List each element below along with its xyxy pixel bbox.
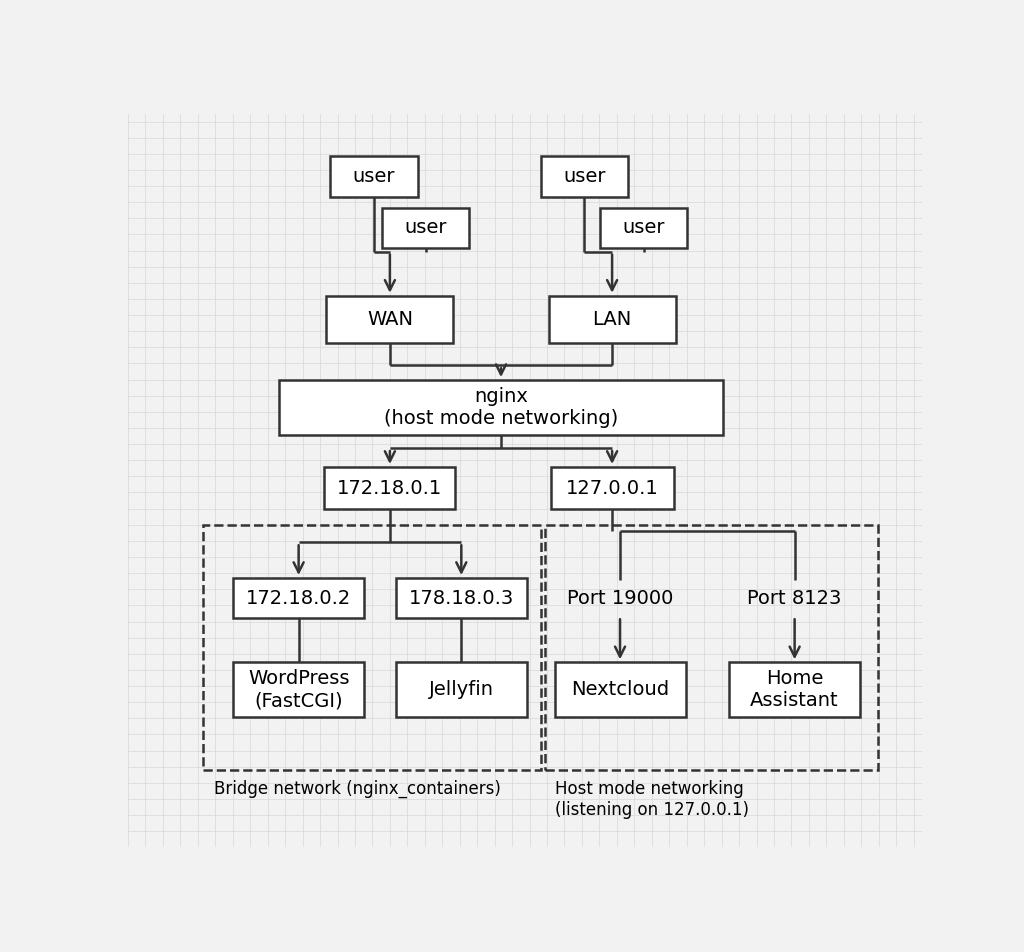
Text: Host mode networking
(listening on 127.0.0.1): Host mode networking (listening on 127.0… [555, 780, 749, 819]
Text: 178.18.0.3: 178.18.0.3 [409, 588, 514, 607]
FancyBboxPatch shape [325, 466, 456, 509]
FancyBboxPatch shape [555, 663, 685, 717]
FancyBboxPatch shape [600, 208, 687, 248]
FancyBboxPatch shape [279, 380, 723, 435]
Text: 127.0.0.1: 127.0.0.1 [565, 479, 658, 498]
FancyBboxPatch shape [233, 578, 365, 618]
FancyBboxPatch shape [549, 296, 676, 344]
FancyBboxPatch shape [551, 466, 674, 509]
Text: Home
Assistant: Home Assistant [751, 669, 839, 710]
FancyBboxPatch shape [729, 663, 860, 717]
FancyBboxPatch shape [233, 663, 365, 717]
Text: WAN: WAN [367, 310, 413, 329]
FancyBboxPatch shape [396, 663, 526, 717]
Text: Port 8123: Port 8123 [748, 588, 842, 607]
FancyBboxPatch shape [382, 208, 469, 248]
Text: Bridge network (nginx_containers): Bridge network (nginx_containers) [214, 780, 501, 798]
FancyBboxPatch shape [331, 156, 418, 197]
Text: user: user [623, 218, 666, 237]
Text: user: user [563, 167, 605, 186]
Text: Port 19000: Port 19000 [567, 588, 673, 607]
FancyBboxPatch shape [396, 578, 526, 618]
Text: user: user [404, 218, 446, 237]
Text: 172.18.0.2: 172.18.0.2 [246, 588, 351, 607]
Text: WordPress
(FastCGI): WordPress (FastCGI) [248, 669, 349, 710]
Text: Nextcloud: Nextcloud [571, 680, 669, 699]
Text: LAN: LAN [593, 310, 632, 329]
FancyBboxPatch shape [327, 296, 454, 344]
Text: 172.18.0.1: 172.18.0.1 [337, 479, 442, 498]
FancyBboxPatch shape [541, 156, 628, 197]
Text: Jellyfin: Jellyfin [429, 680, 494, 699]
Text: user: user [352, 167, 395, 186]
Text: nginx
(host mode networking): nginx (host mode networking) [384, 387, 618, 428]
